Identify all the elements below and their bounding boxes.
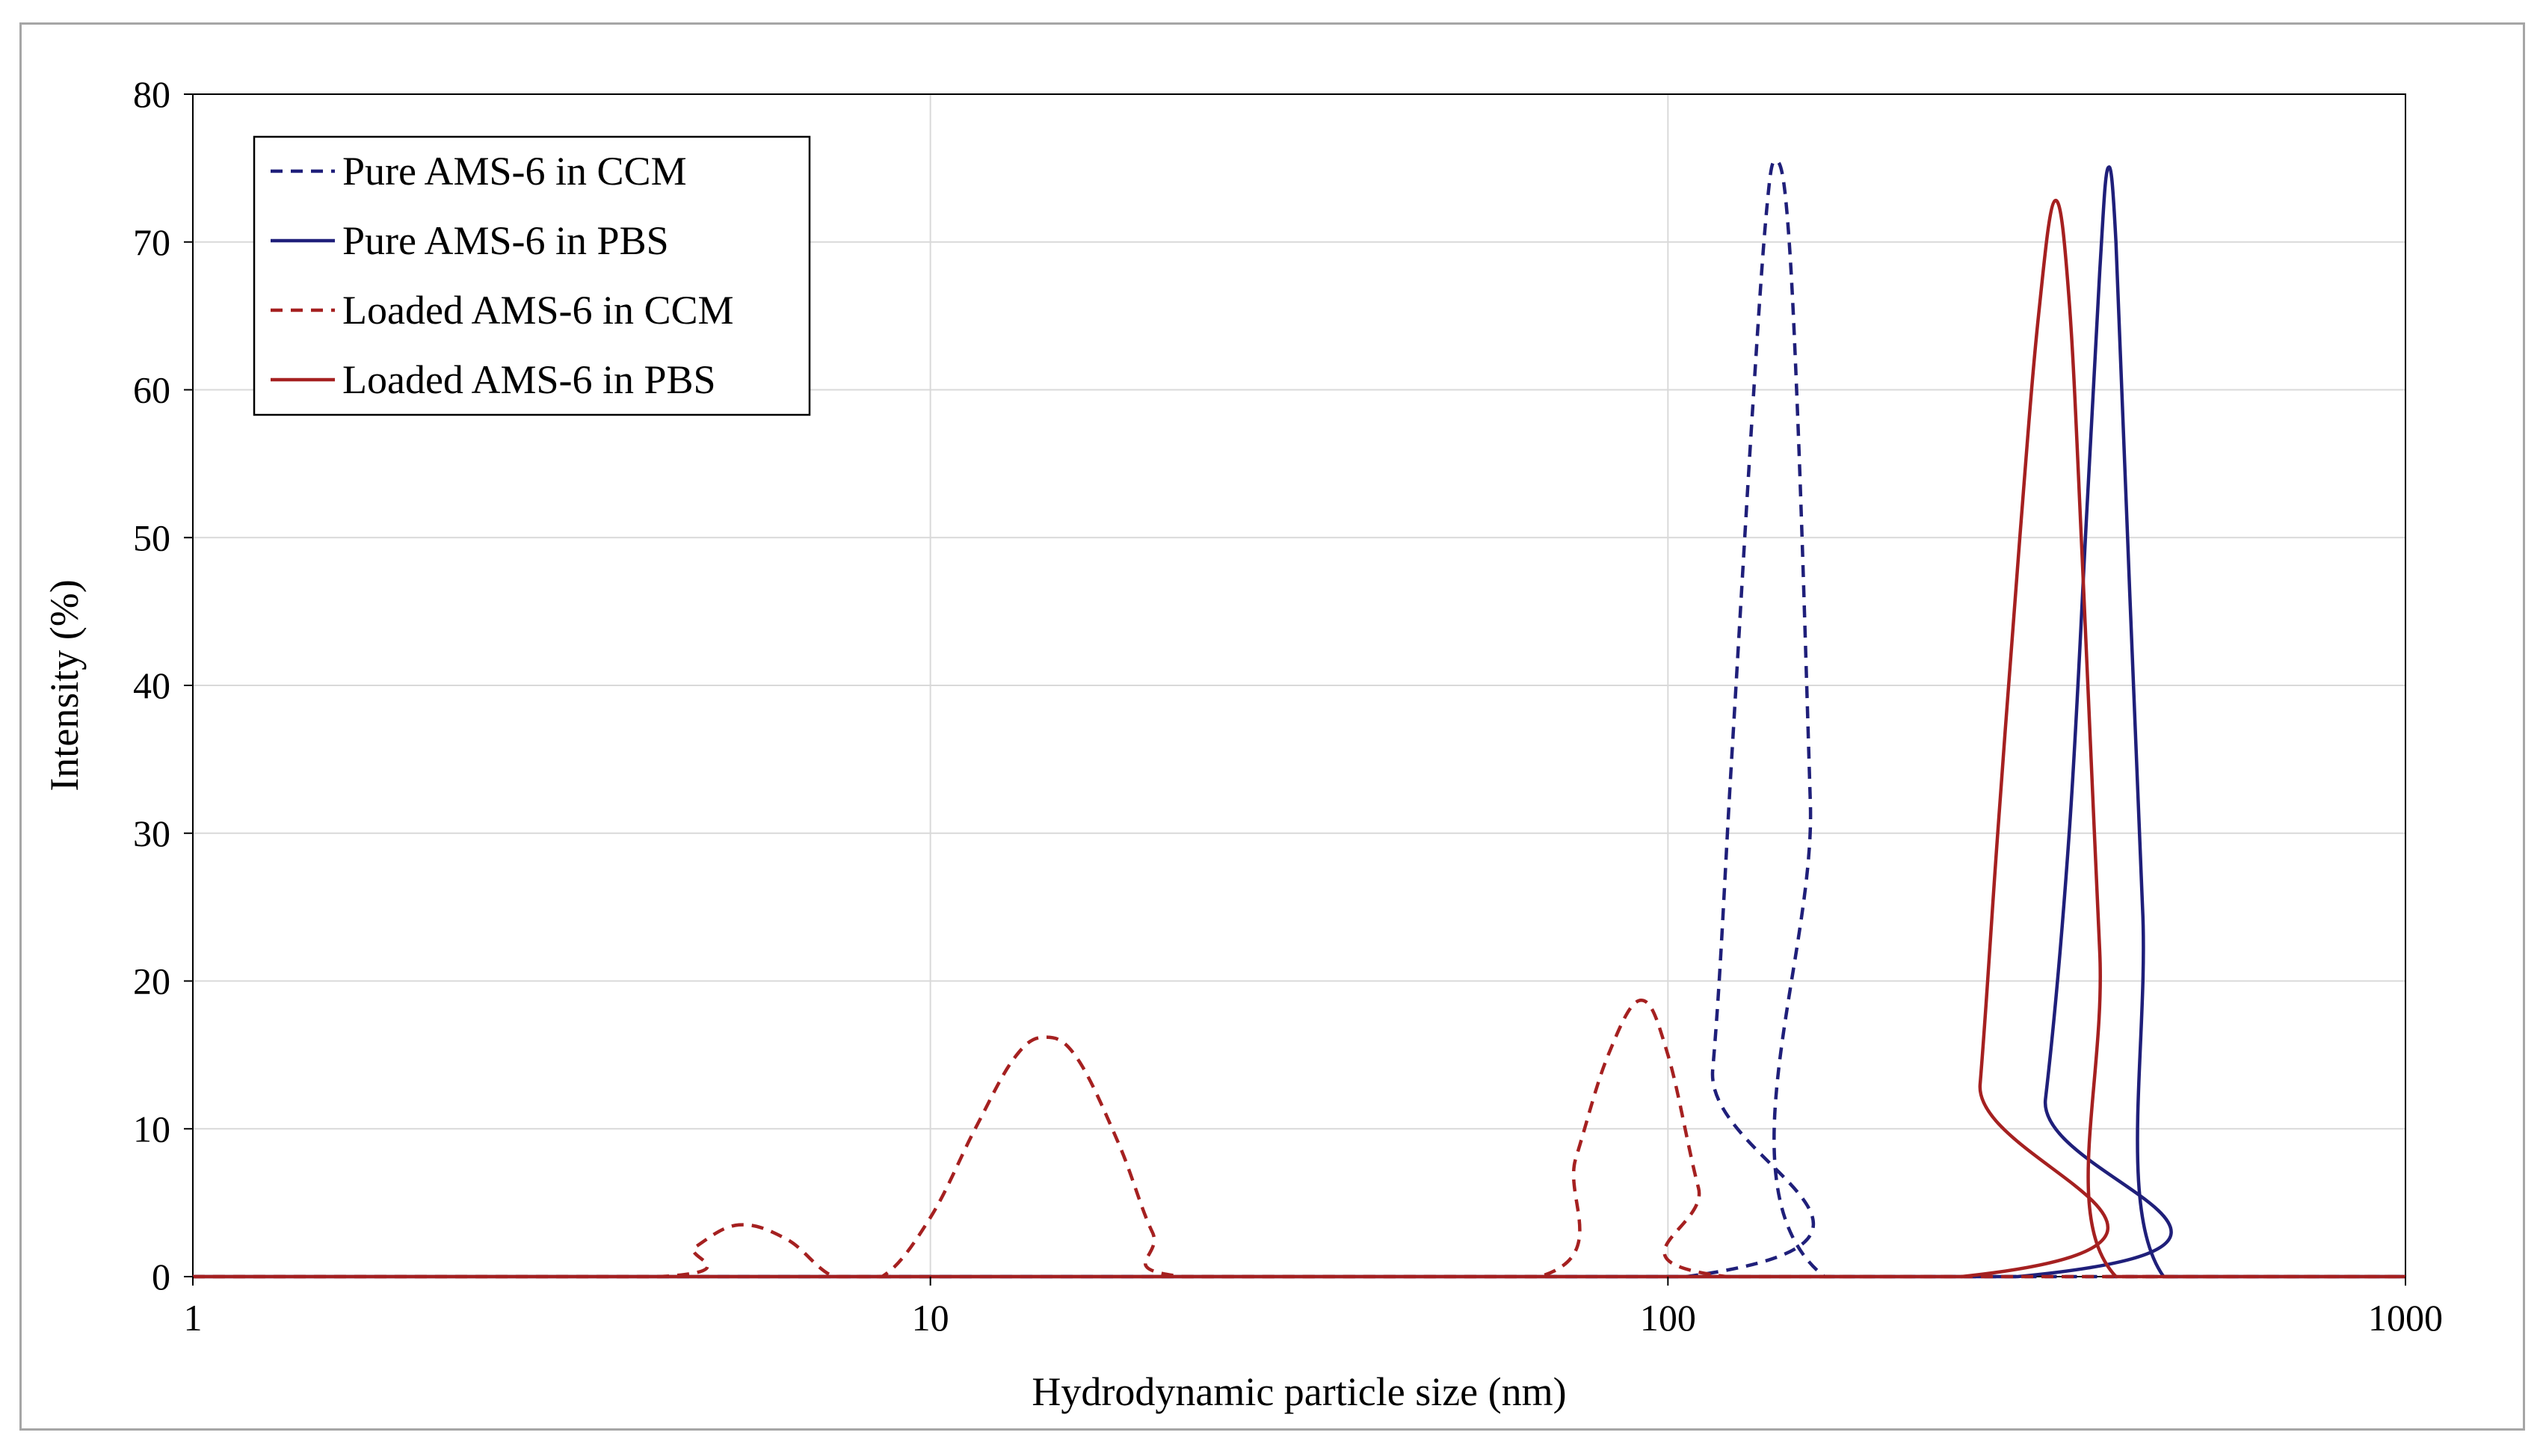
x-axis-ticks: 1 10 100 1000	[184, 1277, 2443, 1339]
y-tick-label: 0	[152, 1256, 170, 1298]
y-tick-label: 30	[133, 812, 170, 854]
grid	[193, 94, 2405, 1277]
x-tick-label: 10	[912, 1297, 949, 1339]
x-tick-label: 100	[1640, 1297, 1696, 1339]
legend-label: Pure AMS-6 in CCM	[342, 149, 687, 194]
y-tick-label: 20	[133, 960, 170, 1002]
legend-label: Loaded AMS-6 in CCM	[342, 288, 734, 333]
y-axis-title: Intensity (%)	[42, 579, 87, 791]
legend-label: Loaded AMS-6 in PBS	[342, 357, 716, 402]
x-axis-title: Hydrodynamic particle size (nm)	[1032, 1369, 1566, 1414]
y-tick-label: 60	[133, 369, 170, 411]
y-tick-label: 50	[133, 516, 170, 558]
x-tick-label: 1	[184, 1297, 203, 1339]
legend: Pure AMS-6 in CCM Pure AMS-6 in PBS Loaded…	[253, 135, 811, 416]
legend-label: Pure AMS-6 in PBS	[342, 218, 669, 263]
y-tick-label: 40	[133, 664, 170, 706]
y-axis-ticks: 0 10 20 30 40 50 60 70 80	[133, 73, 193, 1298]
series-line-3	[193, 998, 2405, 1279]
series-line-4	[193, 199, 2405, 1279]
x-tick-label: 1000	[2368, 1297, 2443, 1339]
legend-box	[253, 135, 811, 416]
y-tick-label: 80	[133, 73, 170, 115]
y-tick-label: 10	[133, 1108, 170, 1150]
y-tick-label: 70	[133, 221, 170, 263]
